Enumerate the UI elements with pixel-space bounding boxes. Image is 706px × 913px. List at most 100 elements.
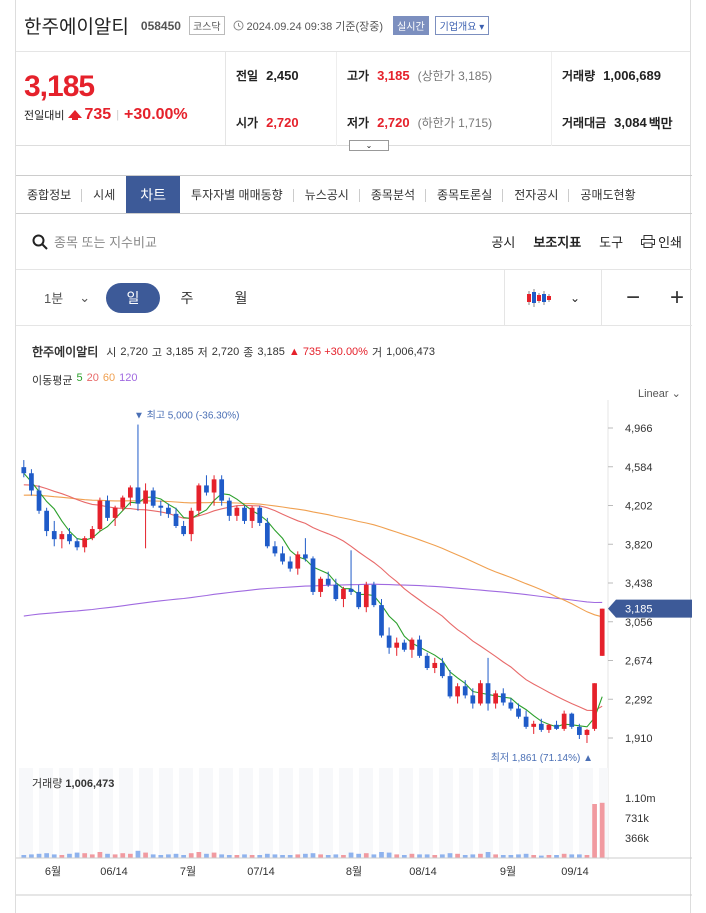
candle-body <box>158 505 164 508</box>
compare-search[interactable]: 종목 또는 지수비교 <box>16 232 491 251</box>
volume-bar <box>417 854 422 858</box>
y-tick-label: 4,202 <box>625 501 653 513</box>
volume-bar <box>173 853 179 858</box>
amount-label: 거래대금 <box>562 116 607 130</box>
volume-bar <box>135 850 141 858</box>
candle-body <box>569 713 575 727</box>
volume-bar <box>264 853 270 858</box>
summary-volume-label: 거 <box>371 346 383 359</box>
chart-type-select[interactable]: ⌄ <box>504 270 602 326</box>
volume-bar <box>226 855 232 858</box>
upper-limit: (상한가 3,185) <box>417 69 493 83</box>
period-day-button[interactable]: 일 <box>106 282 160 313</box>
candle-body <box>538 723 544 730</box>
minute-select[interactable]: 1분 ⌄ <box>16 288 106 307</box>
zoom-in-button[interactable]: + <box>669 284 684 311</box>
period-month-button[interactable]: 월 <box>214 283 268 313</box>
candle-body <box>424 655 430 669</box>
indicator-button[interactable]: 보조지표 <box>533 235 582 250</box>
candle-body <box>36 490 42 511</box>
volume-bar <box>249 855 255 858</box>
candle-body <box>478 683 483 704</box>
tab-discussion[interactable]: 종목토론실 <box>426 176 504 213</box>
volume-bar <box>51 854 57 858</box>
volume-bar <box>500 855 506 858</box>
up-arrow-icon <box>68 110 83 120</box>
y-tick-label: 2,674 <box>625 656 653 668</box>
tab-news[interactable]: 뉴스공시 <box>294 176 361 213</box>
candle-body <box>371 584 377 606</box>
company-info-button[interactable]: 기업개요 ▾ <box>434 16 490 35</box>
volume-panel-value: 1,006,473 <box>65 778 114 790</box>
candle-body <box>577 726 582 735</box>
tools-button[interactable]: 도구 <box>599 235 624 250</box>
realtime-button[interactable]: 실시간 <box>393 16 429 35</box>
tab-analysis[interactable]: 종목분석 <box>360 176 427 213</box>
ma-legend[interactable]: 이동평균 5 20 60 120 <box>32 372 137 388</box>
quote-panel: 3,185 전일대비 735 | +30.00% 전일 2,450 고가 3,185… <box>16 52 690 151</box>
tab-investor-trading[interactable]: 투자자별 매매동향 <box>180 176 294 213</box>
volume-bar <box>204 853 209 858</box>
candlestick-icon <box>526 289 551 307</box>
y-tick-label: 1,910 <box>625 733 653 745</box>
x-tick-label: 6월 <box>45 865 61 878</box>
tab-overview[interactable]: 종합정보 <box>16 176 83 213</box>
zoom-out-button[interactable]: − <box>625 284 640 311</box>
volume-tick-label: 1.10m <box>625 793 656 805</box>
candle-body <box>272 546 278 554</box>
volume-bar <box>127 853 133 858</box>
volume-bar <box>310 853 316 858</box>
ma5-line <box>23 472 603 728</box>
notice-button[interactable]: 공시 <box>491 235 516 250</box>
volume-bar <box>120 853 126 858</box>
period-week-button[interactable]: 주 <box>160 283 214 313</box>
candle-body <box>257 507 263 523</box>
volume-bar <box>112 854 118 858</box>
volume-bar <box>462 855 468 858</box>
volume-value: 1,006,689 <box>603 68 661 83</box>
y-tick-label: 4,584 <box>625 462 653 474</box>
volume-bar <box>523 853 529 858</box>
expand-toggle-button[interactable]: ⌄ <box>349 140 389 151</box>
tab-disclosure[interactable]: 전자공시 <box>503 176 570 213</box>
volume-bar <box>386 852 392 858</box>
price-chart[interactable]: 4,966 4,584 4,202 3,820 3,438 3,056 2,674 2,292… <box>16 0 692 913</box>
volume-bar <box>341 855 346 858</box>
print-button[interactable]: 인쇄 <box>641 232 682 251</box>
volume-bar <box>348 852 354 858</box>
chevron-down-icon: ⌄ <box>79 289 91 305</box>
ma20-line <box>23 484 603 712</box>
scale-label: Linear <box>638 388 669 400</box>
volume-bar <box>295 854 301 858</box>
clock-icon <box>233 20 244 31</box>
candle-body <box>485 683 491 704</box>
volume-bar <box>166 854 171 858</box>
tab-short-selling[interactable]: 공매도현황 <box>569 176 646 213</box>
volume-bar <box>257 855 263 858</box>
candle-body <box>379 605 384 636</box>
candle-body <box>356 591 362 608</box>
candle-body <box>348 588 354 592</box>
change-value: 735 <box>84 106 112 123</box>
tab-chart[interactable]: 차트 <box>126 176 181 213</box>
volume-bar <box>97 852 103 858</box>
candle-body <box>303 554 308 559</box>
tab-price[interactable]: 시세 <box>82 176 126 213</box>
y-tick-label: 4,966 <box>625 423 653 435</box>
candle-body <box>181 525 186 535</box>
candle-body <box>508 702 514 709</box>
day-label: 일 <box>126 289 140 306</box>
change-percent: +30.00% <box>124 106 188 123</box>
summary-high-label: 고 <box>151 346 163 359</box>
volume-bar <box>105 853 110 858</box>
candle-body <box>29 473 34 491</box>
volume-bar <box>508 855 514 858</box>
y-tick-label: 3,820 <box>625 539 653 551</box>
candle-body <box>310 558 316 592</box>
volume-bar <box>188 853 194 858</box>
scale-select[interactable]: Linear ⌄ <box>638 387 681 400</box>
volume-bar <box>356 853 362 858</box>
candle-body <box>249 507 255 521</box>
candle-body <box>394 642 400 648</box>
title-bar: 한주에이알티 058450 코스닥 2024.09.24 09:38 기준(장중… <box>16 0 690 52</box>
